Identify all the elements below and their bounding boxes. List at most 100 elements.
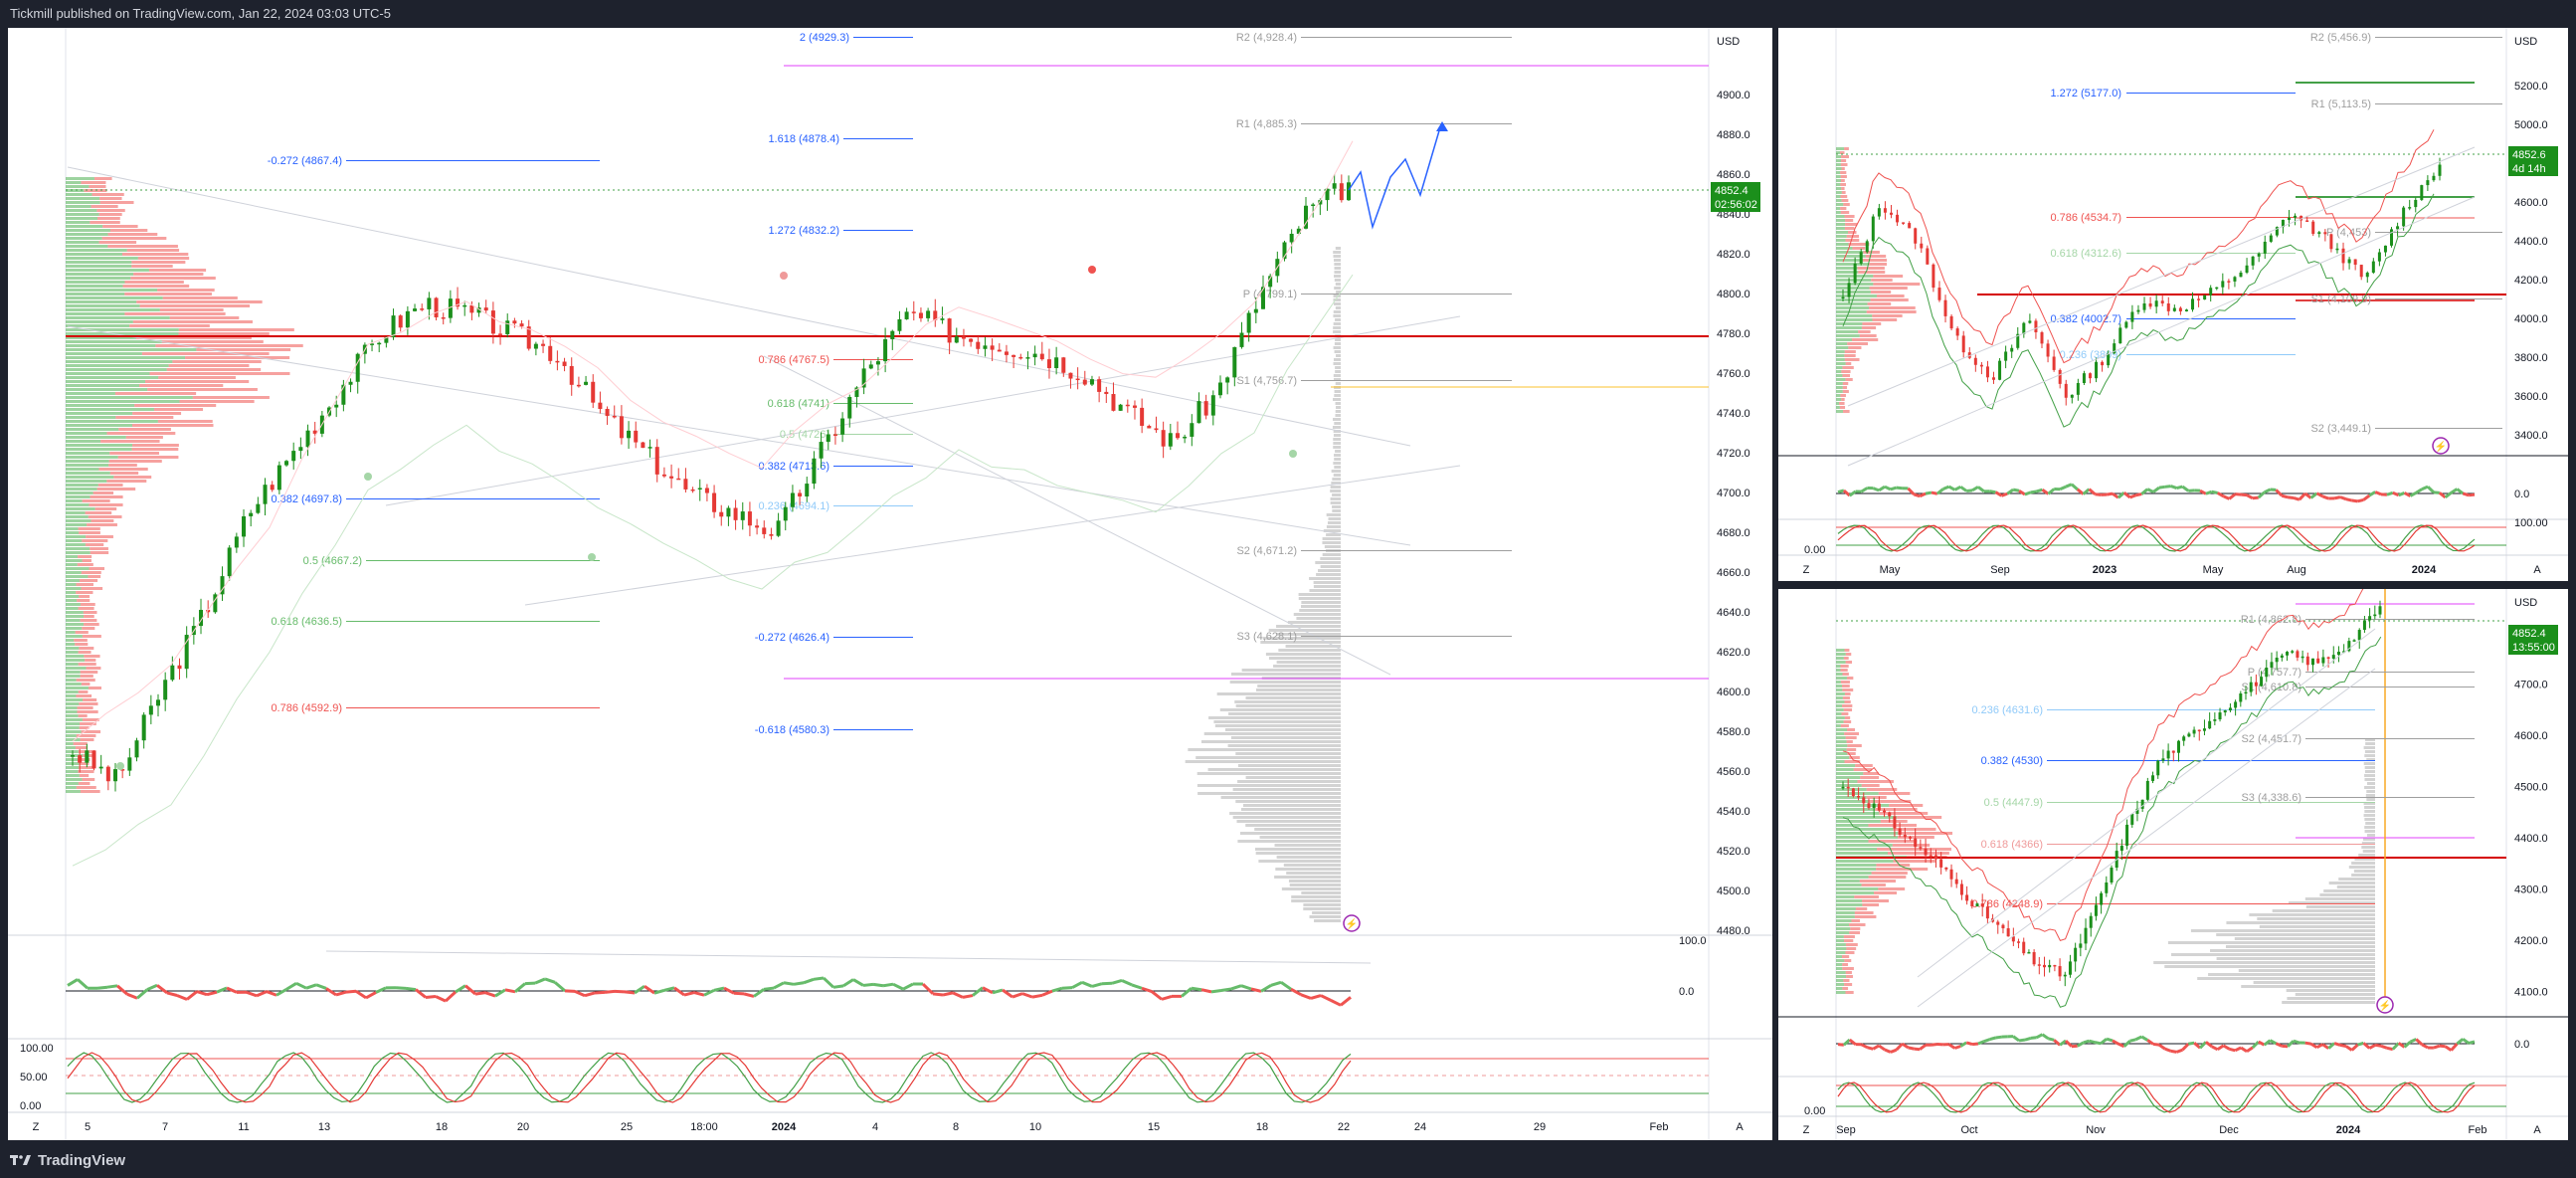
rsi-line [256,990,268,998]
weekly-chart-pane[interactable]: 1.272 (5177.0) 0.786 (4534.7) 0.618 (4312.… [1778,28,2568,581]
main-candle [683,479,688,490]
rsi-line [1848,1038,1857,1046]
x-axis-tick: Sep [1990,564,2010,576]
weekly-vol-bar-down [1841,187,1845,190]
main-vol-bar-up [66,420,158,423]
weekly-candle [2305,220,2309,222]
main-last-price-tag-countdown: 02:56:02 [1715,199,1757,211]
lightning-icon-glyph: ⚡ [1346,917,1358,930]
main-vol-bar-up [66,221,91,224]
main-gray-vol-bar [1245,824,1341,827]
weekly-vol-bar-up [1836,390,1843,393]
main-gray-vol-bar [1333,362,1341,365]
weekly-candle [2353,259,2357,266]
rsi-line [2122,1040,2131,1048]
main-vol-bar-down [78,607,94,610]
daily-candle [2336,652,2340,656]
daily-vol-bar-up [1836,955,1842,958]
footer-brand[interactable]: TradingView [10,1152,125,1169]
lightning-icon[interactable] [2376,996,2394,1014]
daily-vol-bar-down [1844,716,1851,719]
main-gray-vol-bar [1313,581,1341,584]
main-candle [1004,351,1009,355]
daily-vol-bar-up [1836,704,1843,707]
rsi-line [1860,487,1869,493]
main-gray-vol-bar [1320,565,1341,568]
channel-line [1917,628,2376,978]
main-gray-vol-bar [1255,688,1341,691]
rsi-line [1866,1046,1874,1051]
main-vol-bar-up [66,464,109,467]
main-vol-bar-up [66,444,133,447]
daily-candle [2130,813,2134,825]
stoch-tick: 100.00 [2514,517,2548,529]
main-vol-bar-up [66,273,134,276]
weekly-vol-bar-down [1844,147,1849,150]
main-vol-bar-down [158,376,236,379]
weekly-vol-bar-down [1848,346,1862,349]
rsi-line [2229,1047,2236,1053]
daily-vol-bar-down [1862,899,1889,902]
daily-vol-bar-up [1836,681,1841,684]
daily-chart-canvas[interactable]: 0.236 (4631.6)0.382 (4530)0.5 (4447.9)0.… [1778,589,2568,1140]
main-vol-bar-down [122,285,190,288]
daily-vol-bar-up [1836,665,1841,668]
rsi-line [2275,1042,2283,1048]
daily-candle [2043,964,2046,968]
weekly-vol-bar-up [1836,370,1842,373]
weekly-vol-bar-down [1839,406,1846,409]
main-candle [1217,382,1222,396]
main-vol-bar-down [76,786,96,789]
rsi-line [2024,1036,2032,1042]
main-vol-bar-up [66,432,107,435]
daily-chart-pane[interactable]: 0.236 (4631.6) 0.382 (4530) 0.5 (4447.9) 0.… [1778,589,2568,1140]
main-candle [533,343,538,349]
y-axis-tick: 5000.0 [2514,119,2548,131]
main-gray-vol-bar [1333,378,1341,381]
main-vol-bar-down [78,770,94,773]
rsi-line [1890,486,1898,491]
main-vol-bar-down [84,623,99,626]
main-candle [1111,394,1116,411]
rsi-line [455,984,466,994]
main-vol-bar-down [79,766,94,769]
auto-scale-button: A [2533,1124,2541,1136]
weekly-vol-bar-up [1836,346,1849,349]
rsi-line [2315,1043,2324,1050]
weekly-vol-bar-up [1836,291,1871,294]
lightning-icon[interactable] [2432,437,2450,455]
main-vol-bar-up [66,543,86,546]
main-candle [1082,379,1087,385]
rsi-line [216,986,228,994]
main-chart-canvas[interactable]: 2 (4929.3)1.618 (4878.4)1.272 (4832.2)-0… [8,28,1772,1140]
lightning-icon[interactable] [1343,914,1361,932]
weekly-vol-bar-up [1836,267,1858,270]
weekly-candle [2016,333,2020,348]
rsi-line [1131,983,1143,990]
rsi-line [942,991,954,997]
main-chart-pane[interactable]: 2 (4929.3) 1.618 (4878.4) 1.272 (4832.2) -0… [8,28,1772,1140]
rsi-line [1989,1036,1996,1042]
daily-vol-bar-up [1836,772,1864,775]
lightning-icon-glyph: ⚡ [2435,440,2447,453]
main-vol-bar-down [145,380,250,383]
fib-label: 0.786 (4248.9) [1971,898,2043,910]
currency-label: USD [2514,36,2537,48]
main-gray-vol-bar [1185,760,1341,763]
main-gray-vol-bar [1330,501,1341,504]
rsi-line [2456,1038,2465,1046]
rsi-line [1860,1043,1869,1050]
daily-vol-bar-down [1855,764,1873,767]
daily-gray-vol-bar [2364,810,2375,813]
daily-candle [1857,796,1861,798]
rsi-line [1872,487,1880,492]
weekly-chart-canvas[interactable]: 1.272 (5177.0)0.786 (4534.7)0.618 (4312.… [1778,28,2568,581]
main-candle [1225,377,1230,383]
weekly-vol-bar-up [1836,243,1849,246]
rsi-line [2333,495,2341,500]
main-vol-bar-up [66,631,76,634]
y-axis-tick: 4480.0 [1717,925,1750,937]
main-vol-bar-down [153,408,204,411]
daily-vol-bar-down [1849,931,1861,934]
main-vol-bar-down [106,480,147,483]
